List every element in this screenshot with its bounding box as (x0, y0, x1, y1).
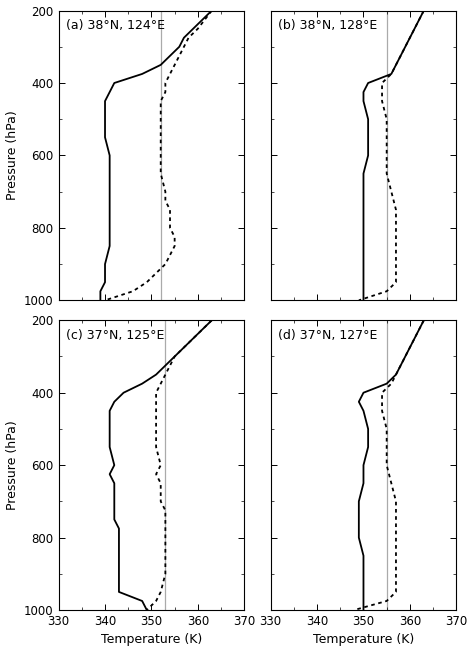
Text: (c) 37°N, 125°E: (c) 37°N, 125°E (66, 329, 165, 342)
Text: (a) 38°N, 124°E: (a) 38°N, 124°E (66, 20, 165, 32)
X-axis label: Temperature (K): Temperature (K) (101, 634, 202, 646)
Y-axis label: Pressure (hPa): Pressure (hPa) (6, 421, 18, 510)
Y-axis label: Pressure (hPa): Pressure (hPa) (6, 111, 18, 200)
Text: (d) 37°N, 127°E: (d) 37°N, 127°E (278, 329, 377, 342)
Text: (b) 38°N, 128°E: (b) 38°N, 128°E (278, 20, 377, 32)
X-axis label: Temperature (K): Temperature (K) (313, 634, 414, 646)
